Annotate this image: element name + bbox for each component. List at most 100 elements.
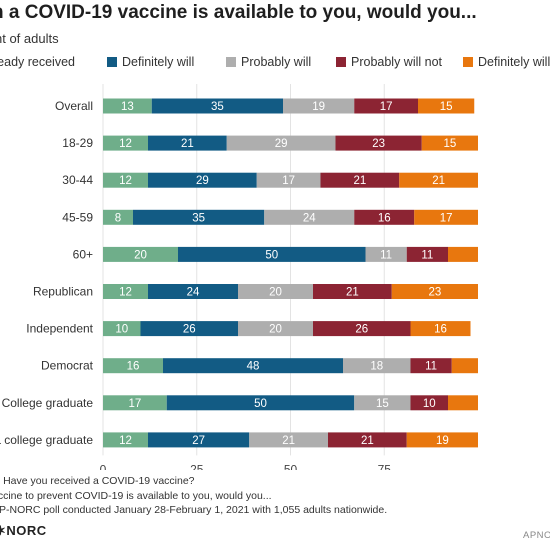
data-label: 23 xyxy=(372,138,385,150)
bar-segment xyxy=(283,98,355,114)
legend: ready received Definitely will Probably … xyxy=(0,55,550,71)
data-label: 12 xyxy=(119,175,132,187)
bar-segment xyxy=(103,172,148,188)
bar-segment xyxy=(133,209,265,225)
stacked-bar-chart: 0 25 50 75 Overall 13 35 19 17 15 18-29 12 21 29 23 15 3… xyxy=(0,84,478,470)
bar-segment xyxy=(103,98,152,114)
bar-segment xyxy=(328,432,407,448)
data-label: 17 xyxy=(380,101,393,113)
bar-segment xyxy=(103,284,148,299)
data-label: 35 xyxy=(192,212,205,224)
bar-segment xyxy=(103,246,178,262)
bar-segment xyxy=(313,284,392,299)
legend-swatch xyxy=(336,57,346,67)
data-label: 17 xyxy=(440,212,453,224)
data-label: 11 xyxy=(380,249,392,261)
data-label: 21 xyxy=(346,287,359,299)
data-label: 12 xyxy=(119,435,132,447)
data-label: 16 xyxy=(378,212,391,224)
x-tick-label: 0 xyxy=(100,462,107,470)
bar-segment xyxy=(421,135,478,151)
data-label: 27 xyxy=(192,435,205,447)
category-label: 45-59 xyxy=(62,210,93,224)
legend-label: Definitely will xyxy=(478,55,550,69)
bar-segment xyxy=(320,172,400,188)
data-label: 48 xyxy=(247,361,260,373)
data-label: 20 xyxy=(134,249,147,261)
bar-segment xyxy=(343,358,411,374)
data-label: 21 xyxy=(282,435,295,447)
norc-logo: ✶NORC xyxy=(0,523,47,538)
data-label: 12 xyxy=(119,138,132,150)
legend-swatch xyxy=(107,57,117,67)
legend-label: Probably will xyxy=(241,55,312,69)
bar-segment xyxy=(148,432,250,448)
bar-segment xyxy=(410,358,452,374)
bar-segment xyxy=(418,98,475,114)
bar-segment xyxy=(103,432,148,448)
data-label: 17 xyxy=(128,398,141,410)
bar-segment xyxy=(365,246,407,262)
data-label: 19 xyxy=(312,101,325,113)
bar-segment xyxy=(103,209,133,225)
data-label: 17 xyxy=(282,175,295,187)
category-label: College graduate xyxy=(2,396,94,410)
data-label: 11 xyxy=(425,361,437,373)
bar-segment xyxy=(163,358,343,374)
bar-segment xyxy=(399,172,478,188)
data-label: 16 xyxy=(434,324,447,336)
bar-segment xyxy=(354,209,415,225)
data-label: 21 xyxy=(181,138,194,150)
bar-segment xyxy=(264,209,355,225)
bar-segment xyxy=(448,395,478,411)
bar-segment xyxy=(103,358,163,374)
bar-segment xyxy=(249,432,328,448)
x-tick-label: 50 xyxy=(284,462,298,470)
bar-segment xyxy=(148,172,257,188)
category-label: 18-29 xyxy=(62,136,93,150)
data-label: 26 xyxy=(183,324,196,336)
legend-label: Definitely will xyxy=(122,55,195,69)
bar-segment xyxy=(103,135,148,151)
notes: s: Have you received a COVID-19 vaccine?… xyxy=(0,474,387,518)
data-label: 8 xyxy=(115,212,121,224)
legend-item: Probably will xyxy=(226,55,311,69)
note-line: s: Have you received a COVID-19 vaccine? xyxy=(0,475,195,487)
bar-segment xyxy=(354,98,418,114)
data-label: 15 xyxy=(443,138,456,150)
category-label: Independent xyxy=(26,322,93,336)
data-label: 35 xyxy=(211,101,224,113)
bar-segment xyxy=(406,432,478,448)
bar-segment xyxy=(448,246,478,262)
bar-segment xyxy=(414,209,478,225)
credit: APNO xyxy=(523,530,550,541)
chart-title: n a COVID-19 vaccine is available to you… xyxy=(0,2,477,23)
bar-segment xyxy=(391,284,478,299)
legend-swatch xyxy=(463,57,473,67)
bar-segment xyxy=(140,321,238,337)
data-label: 21 xyxy=(353,175,366,187)
data-label: 23 xyxy=(428,287,441,299)
bar-segment xyxy=(151,98,283,114)
category-label: a college graduate xyxy=(0,433,93,447)
data-label: 20 xyxy=(269,324,282,336)
bar-segment xyxy=(406,246,448,262)
legend-item: Probably will not xyxy=(336,55,442,69)
bar-segment xyxy=(148,284,238,299)
bar-segment xyxy=(103,321,141,337)
note-line: accine to prevent COVID-19 is available … xyxy=(0,489,272,502)
data-label: 24 xyxy=(303,212,316,224)
bar-segment xyxy=(178,246,366,262)
legend-swatch xyxy=(226,57,236,67)
data-label: 29 xyxy=(275,138,288,150)
chart-subtitle: nt of adults xyxy=(0,31,59,46)
data-label: 29 xyxy=(196,175,209,187)
bar-segment xyxy=(226,135,336,151)
x-tick-label: 75 xyxy=(378,462,392,470)
data-label: 50 xyxy=(265,249,278,261)
data-label: 18 xyxy=(370,361,383,373)
legend-item: Definitely will xyxy=(107,55,194,69)
category-label: Overall xyxy=(55,99,93,113)
category-label: 60+ xyxy=(73,247,93,261)
data-label: 24 xyxy=(187,287,200,299)
